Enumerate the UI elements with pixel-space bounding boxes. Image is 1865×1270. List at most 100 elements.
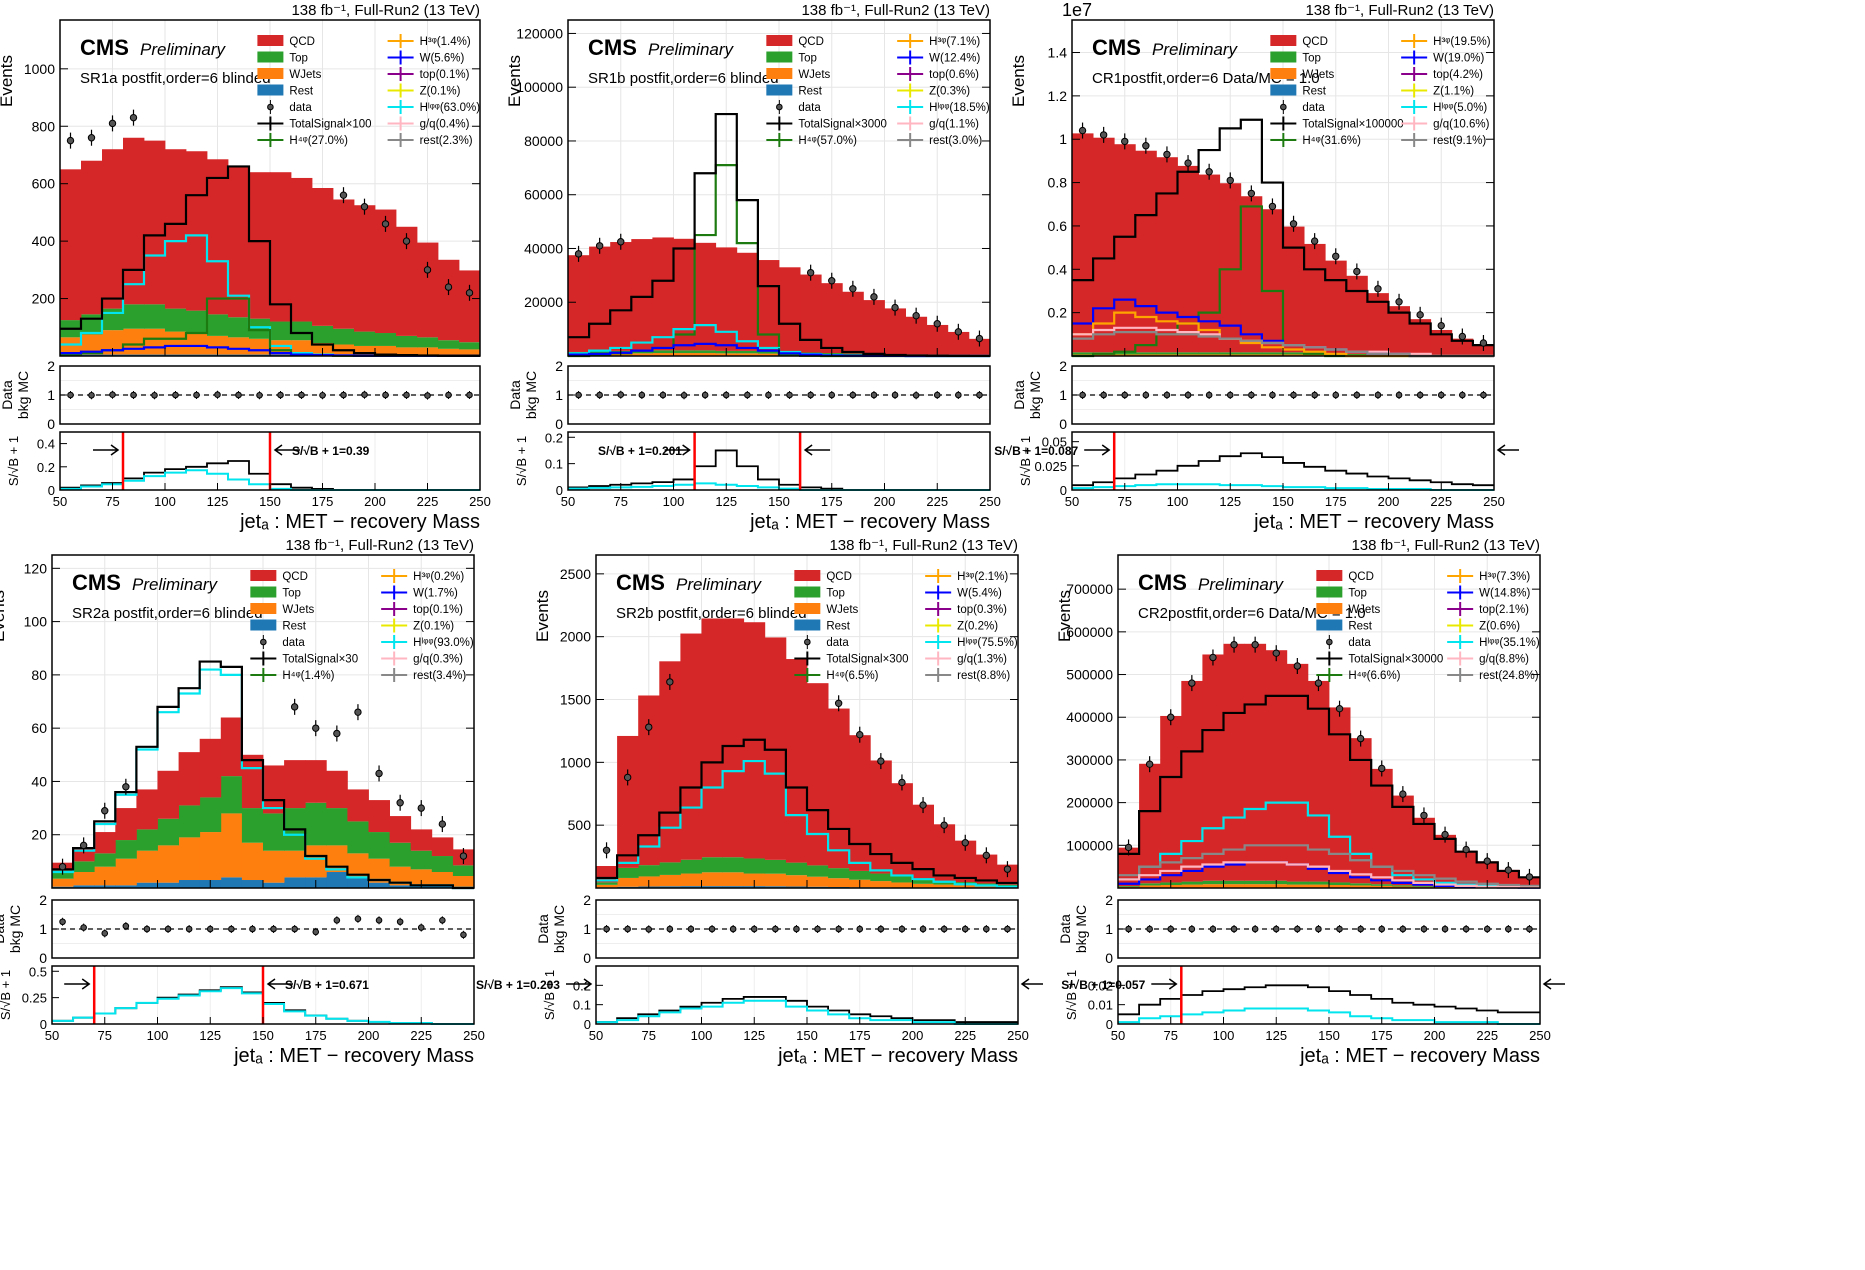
ratio-point (729, 925, 737, 933)
ratio-point (1357, 925, 1364, 933)
x-axis-label: jetₐ : MET − recovery Mass (1253, 511, 1494, 533)
total-signal-line (52, 660, 474, 890)
legend-swatch-top (1270, 51, 1297, 63)
bar-qcd (1409, 319, 1432, 356)
bar-qcd (1135, 150, 1157, 353)
data-point (828, 277, 836, 285)
ratio-point (708, 925, 716, 933)
bar-top (828, 868, 850, 879)
lumi-label: 138 fb⁻¹, Full-Run2 (13 TeV) (829, 537, 1018, 554)
x-axis-label: jetₐ : MET − recovery Mass (233, 1045, 474, 1067)
ratio-point (312, 928, 320, 936)
ratio-point (122, 922, 130, 930)
bar-top (1181, 881, 1203, 885)
bar-top (207, 314, 229, 336)
ratio-point (1420, 925, 1428, 933)
x-tick-label: 75 (1164, 1028, 1178, 1043)
x-tick-label: 150 (768, 494, 790, 509)
legend-label: Rest (282, 621, 306, 633)
bar-qcd (165, 149, 187, 309)
bar-top (178, 805, 201, 838)
ratio-point (143, 925, 151, 933)
ratio-point (1294, 925, 1301, 933)
sig-y-tick-label: 0.02 (1088, 978, 1113, 993)
bar-qcd (1476, 861, 1499, 887)
legend-label: Z(0.6%) (1479, 621, 1520, 633)
ratio-y-tick-label: 0 (1105, 950, 1113, 966)
y-tick-label: 120 (24, 560, 48, 576)
ratio-y-label-bottom: bkg MC (1073, 905, 1089, 953)
ratio-point (298, 391, 305, 399)
x-tick-label: 75 (642, 1028, 656, 1043)
bar-qcd (417, 242, 439, 338)
ratio-y-tick-label: 0 (555, 416, 563, 432)
bar-top (305, 802, 327, 846)
bar-qcd (785, 659, 808, 863)
bar-top (785, 862, 808, 876)
data-point (891, 303, 899, 312)
bar-top (912, 878, 934, 884)
bar-top (638, 865, 660, 877)
sig-arrow-right (266, 978, 293, 990)
data-point (1479, 339, 1488, 347)
bar-qcd (136, 789, 158, 830)
legend-label: WJets (1302, 69, 1334, 81)
bar-qcd (220, 717, 243, 777)
bar-top (1350, 883, 1372, 886)
sig-total-line (1118, 984, 1540, 1016)
preliminary-label: Preliminary (648, 40, 735, 59)
bar-qcd (410, 829, 433, 851)
bar-qcd (1198, 174, 1221, 353)
bar-top (1240, 352, 1263, 355)
data-point (617, 238, 625, 246)
legend-swatch-rest (766, 84, 793, 96)
legend-label: H³ᵠ(2.1%) (957, 571, 1008, 583)
legend-swatch-wjets (257, 68, 284, 79)
data-point (623, 773, 632, 782)
data-point (438, 820, 447, 828)
bar-rest (368, 882, 390, 888)
sig-y-tick-label: 0 (1060, 483, 1067, 498)
ratio-point (1332, 391, 1340, 399)
sig-value-label: S/√B + 1=0.201 (598, 444, 682, 458)
ratio-point (1480, 391, 1487, 399)
sig-y-tick-label: 0 (584, 1017, 591, 1032)
bar-wjets (452, 876, 475, 887)
legend-label: Z(0.3%) (929, 86, 970, 98)
data-point (954, 328, 963, 336)
bar-top (807, 865, 829, 877)
y-tick-label: 0.2 (1048, 305, 1068, 321)
ratio-point (1121, 391, 1129, 399)
ratio-point (1483, 925, 1491, 933)
bar-qcd (947, 331, 970, 355)
bar-top (165, 308, 187, 332)
bar-rest (785, 886, 808, 888)
x-tick-label: 50 (53, 494, 67, 509)
ratio-point (877, 925, 885, 933)
sig-total-line (1072, 452, 1494, 487)
bar-wjets (701, 872, 723, 887)
bar-top (842, 353, 864, 355)
bar-qcd (1304, 243, 1326, 353)
ratio-point (603, 925, 610, 933)
ratio-y-label-top: Data (1011, 380, 1027, 410)
region-label: SR1a postfit,order=6 blinded (80, 70, 271, 87)
ratio-point (891, 391, 899, 399)
legend-swatch-top (257, 51, 284, 63)
bar-top (849, 870, 871, 880)
bar-qcd (102, 149, 124, 309)
bar-rest (73, 885, 95, 888)
bar-rest (347, 877, 369, 888)
x-tick-label: 50 (561, 494, 575, 509)
sig-y-tick-label: 0.2 (573, 978, 591, 993)
ratio-point (807, 391, 814, 399)
x-tick-label: 75 (98, 1028, 112, 1043)
data-point (919, 801, 927, 809)
legend-label: QCD (1302, 36, 1328, 48)
bar-qcd (81, 160, 103, 315)
sig-arrow-right (1542, 978, 1565, 990)
ratio-point (898, 925, 906, 933)
ratio-point (109, 391, 116, 399)
